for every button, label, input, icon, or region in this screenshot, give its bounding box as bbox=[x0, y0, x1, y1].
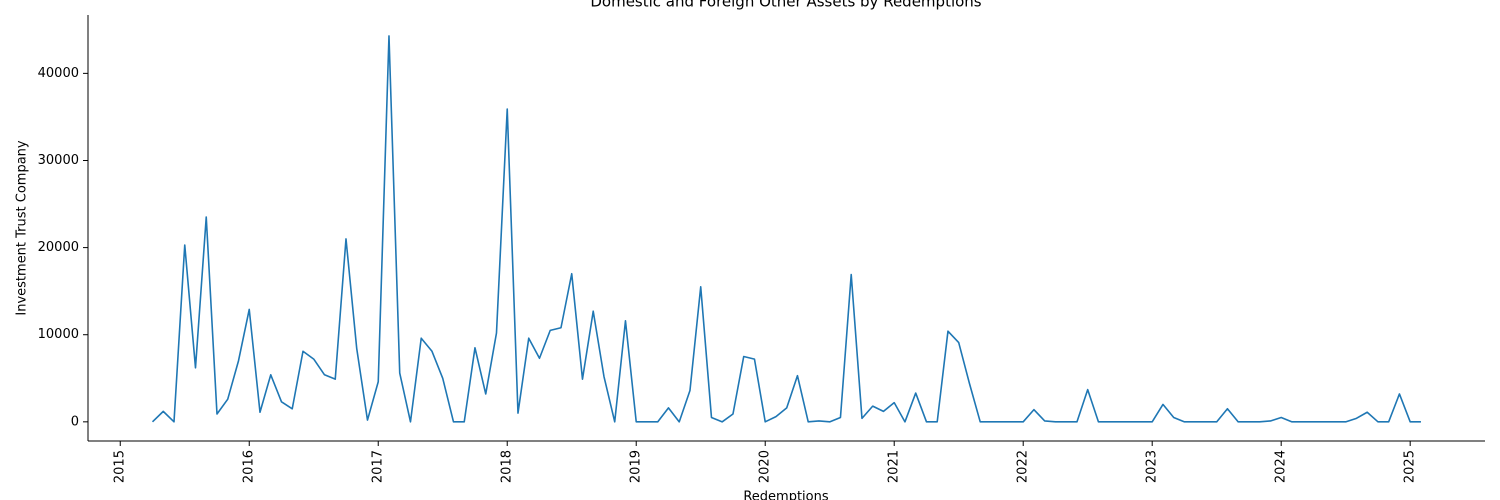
x-tick-label: 2021 bbox=[887, 450, 902, 483]
x-tick-label: 2022 bbox=[1016, 450, 1031, 483]
y-tick-label: 0 bbox=[71, 414, 79, 429]
x-tick-label: 2025 bbox=[1403, 450, 1418, 483]
y-tick-label: 10000 bbox=[38, 327, 79, 342]
y-axis-label: Investment Trust Company bbox=[15, 140, 30, 316]
x-axis-label: Redemptions bbox=[743, 490, 829, 500]
data-line bbox=[151, 35, 1421, 423]
x-tick-label: 2019 bbox=[629, 450, 644, 483]
x-tick-label: 2020 bbox=[758, 450, 773, 483]
x-tick-label: 2024 bbox=[1274, 450, 1289, 483]
x-tick-label: 2017 bbox=[371, 450, 386, 483]
y-tick-label: 20000 bbox=[38, 240, 79, 255]
x-tick-label: 2023 bbox=[1145, 450, 1160, 483]
chart-title: Domestic and Foreign Other Assets by Red… bbox=[590, 0, 981, 11]
x-tick-label: 2018 bbox=[500, 450, 515, 483]
x-tick-label: 2015 bbox=[113, 450, 128, 483]
y-tick-label: 40000 bbox=[38, 66, 79, 81]
x-tick-label: 2016 bbox=[242, 450, 257, 483]
y-tick-label: 30000 bbox=[38, 153, 79, 168]
